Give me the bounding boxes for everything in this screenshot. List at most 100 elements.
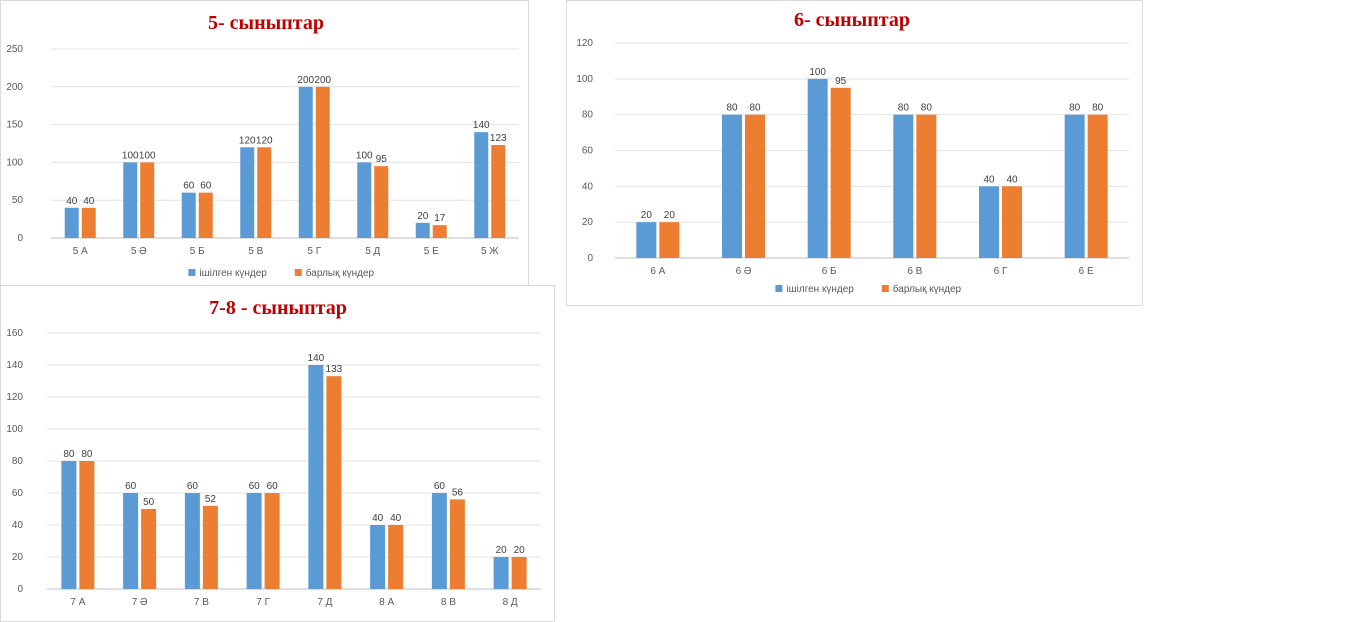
chart-7-8-data-label: 40 [372, 513, 384, 524]
chart-6-data-label: 20 [641, 210, 653, 221]
chart-7-8-ytick-label: 100 [6, 424, 23, 435]
chart-5-bar [140, 162, 155, 238]
chart-5-data-label: 123 [490, 133, 507, 144]
chart-6-bar [1064, 114, 1085, 259]
chart-7-8-xtick-label: 8 Д [503, 597, 518, 608]
chart-5-legend-label: барлық күндер [306, 267, 375, 279]
chart-7-8-bar [79, 461, 95, 589]
chart-6-xtick-label: 6 Г [994, 266, 1008, 277]
chart-6-ytick-label: 0 [587, 253, 593, 264]
chart-5-ytick-label: 200 [6, 82, 23, 93]
chart-5-bar [64, 207, 79, 238]
chart-5-bar [432, 225, 447, 238]
chart-5-data-label: 140 [473, 120, 490, 131]
chart-7-8-bar [123, 493, 139, 589]
chart-6-data-label: 80 [1069, 103, 1081, 114]
chart-7-8-data-label: 60 [125, 481, 137, 492]
chart-6-data-label: 100 [809, 67, 826, 78]
chart-6-bar [807, 78, 828, 258]
chart-5-legend-swatch [294, 269, 302, 276]
chart-7-8-xtick-label: 7 Г [256, 597, 270, 608]
chart-7-8-bar [202, 505, 218, 589]
chart-5-data-label: 100 [356, 150, 373, 161]
chart-6-bar [1087, 114, 1108, 259]
chart-6-xtick-label: 6 А [650, 266, 665, 277]
chart-7-8-data-label: 140 [308, 353, 325, 364]
chart-panel-6: 6- сыныптар 0 20 40 60 80 100 120 20 20 80 80 100 9… [566, 0, 1143, 306]
chart-6-bar [745, 114, 765, 259]
chart-6-data-label: 80 [1092, 103, 1104, 114]
chart-6-data-label: 20 [664, 210, 676, 221]
chart-7-8-data-label: 133 [326, 364, 343, 375]
chart-7-8-data-label: 50 [143, 497, 155, 508]
chart-5-xtick-label: 5 А [73, 246, 88, 257]
chart-6-data-label: 80 [921, 103, 933, 114]
chart-5-data-label: 17 [434, 213, 446, 224]
chart-5-data-label: 20 [417, 211, 429, 222]
chart-6-ytick-label: 100 [576, 74, 593, 85]
chart-5-bar [198, 192, 213, 238]
chart-panel-7-8: 7-8 - сыныптар 0 20 40 60 80 100 120 140 160 80 8… [0, 285, 555, 622]
chart-5-data-label: 100 [122, 150, 139, 161]
chart-6-bar [659, 222, 680, 258]
chart-5-xtick-label: 5 Ә [131, 246, 147, 257]
chart-6-bar [722, 114, 742, 259]
chart-5-data-label: 100 [139, 150, 156, 161]
chart-6-xtick-label: 6 В [907, 266, 922, 277]
chart-7-8-bar [61, 461, 77, 589]
chart-5-data-label: 40 [83, 196, 95, 207]
chart-5-data-label: 200 [297, 75, 314, 86]
chart-5-xtick-label: 5 Е [424, 246, 439, 257]
chart-7-8-bar [493, 557, 509, 589]
chart-6-title: 6- сыныптар [794, 9, 910, 31]
chart-7-8-ytick-label: 0 [17, 584, 23, 595]
chart-6-bar [916, 114, 937, 259]
chart-5-ytick-label: 150 [6, 120, 23, 131]
chart-6-data-label: 40 [983, 174, 995, 185]
chart-6-bar [979, 186, 999, 258]
chart-7-8-bar [388, 525, 404, 589]
chart-7-8-bar [246, 493, 262, 589]
chart-5-bar [315, 86, 330, 238]
chart-7-8-bar [326, 376, 342, 589]
chart-7-8-xtick-label: 7 В [194, 597, 209, 608]
chart-7-8-ytick-label: 40 [12, 520, 24, 531]
chart-7-8-data-label: 60 [267, 481, 279, 492]
chart-5-data-label: 95 [376, 154, 388, 165]
chart-6-data-label: 80 [749, 103, 761, 114]
chart-7-8-bar [511, 557, 527, 589]
chart-5-data-label: 120 [256, 135, 273, 146]
chart-7-8-xtick-label: 7 А [70, 597, 85, 608]
chart-5-ytick-label: 100 [6, 157, 23, 168]
chart-7-8-ytick-label: 60 [12, 488, 24, 499]
chart-6-data-label: 40 [1006, 174, 1018, 185]
chart-7-8-ytick-label: 120 [6, 392, 23, 403]
chart-5-data-label: 40 [66, 196, 78, 207]
chart-7-8-bar [431, 493, 447, 589]
chart-6-legend-swatch [881, 285, 889, 292]
chart-6-xtick-label: 6 Ә [736, 266, 752, 277]
chart-5-data-label: 120 [239, 135, 256, 146]
chart-6-bar [1002, 186, 1022, 258]
chart-5-data-label: 60 [200, 181, 212, 192]
chart-5-xtick-label: 5 В [248, 246, 263, 257]
chart-5-bar [257, 147, 272, 238]
chart-5-bar [415, 222, 430, 238]
chart-5-bar [298, 86, 313, 238]
chart-5-data-label: 60 [183, 181, 195, 192]
chart-6-ytick-label: 80 [582, 110, 594, 121]
chart-5-bar [81, 207, 96, 238]
chart-5-xtick-label: 5 Г [307, 246, 321, 257]
chart-6-data-label: 80 [726, 103, 738, 114]
chart-5-bar [123, 162, 138, 238]
chart-5-xtick-label: 5 Б [190, 246, 205, 257]
chart-7-8-ytick-label: 140 [6, 360, 23, 371]
chart-7-8-ytick-label: 80 [12, 456, 24, 467]
chart-7-8-xtick-label: 7 Ә [132, 597, 148, 608]
chart-5-bar [374, 166, 389, 238]
chart-6-data-label: 80 [898, 103, 910, 114]
chart-5-ytick-label: 250 [6, 44, 23, 55]
chart-5-bar [491, 145, 506, 238]
chart-6-bar [636, 222, 657, 258]
chart-5-bar [357, 162, 372, 238]
